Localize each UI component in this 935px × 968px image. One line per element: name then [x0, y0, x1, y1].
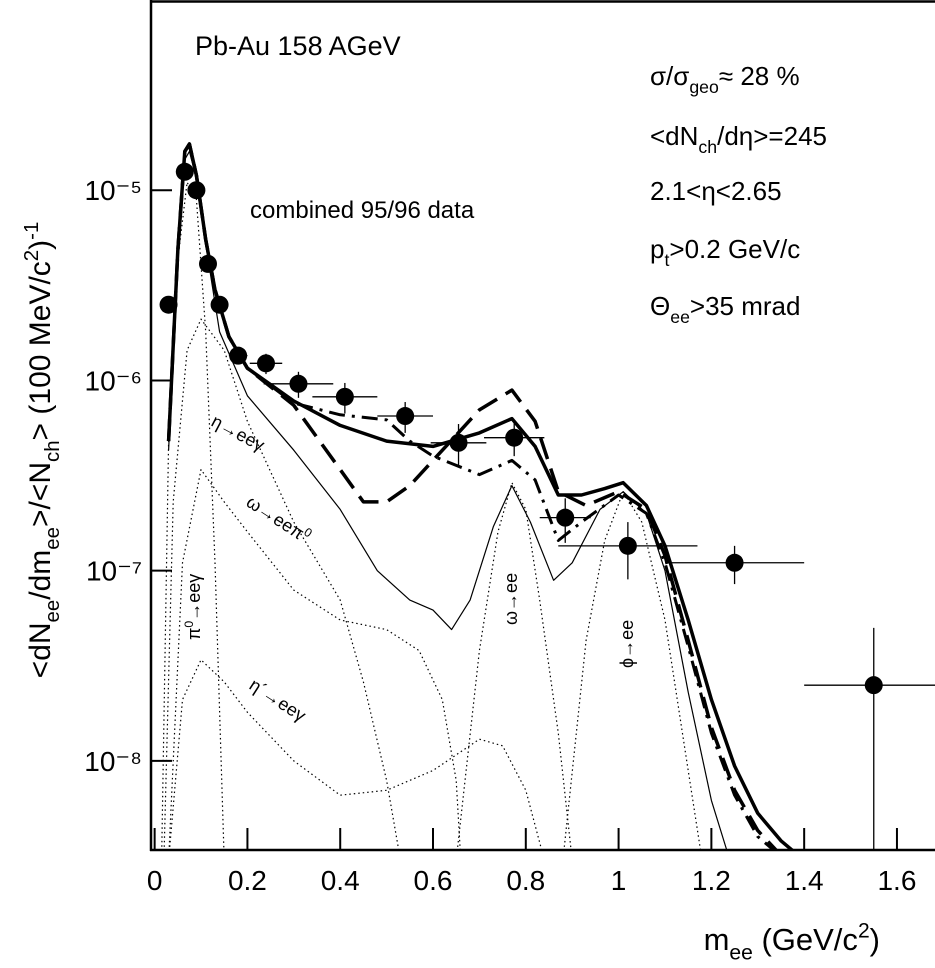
text-part: )	[870, 922, 880, 957]
text-part: (GeV/c	[753, 922, 858, 957]
text-part: geo	[689, 77, 719, 97]
text-part: σ/σ	[650, 61, 689, 91]
curve	[168, 150, 728, 850]
text-part: ϕ→ee	[617, 620, 637, 668]
text-part: /dm	[24, 550, 57, 600]
annotation: ϕ→ee	[617, 620, 637, 668]
text-part: 0	[182, 621, 196, 628]
x-tick-label: 0.4	[321, 865, 360, 896]
x-tick-label: 1	[611, 865, 627, 896]
data-point	[396, 407, 415, 426]
data-point	[289, 374, 308, 393]
text-part: ω→ee	[501, 573, 521, 625]
text-part: > (100 MeV/c	[24, 261, 57, 440]
text-part: >35 mrad	[690, 291, 801, 321]
text-part: η´→eeγ	[246, 675, 310, 726]
x-tick-label: 0.6	[414, 865, 453, 896]
text-part: π	[184, 628, 204, 640]
text-part: combined 95/96 data	[250, 197, 475, 224]
text-part: p	[650, 234, 664, 264]
x-tick-label: 0.2	[228, 865, 267, 896]
text-part: 2.1<η<2.65	[650, 176, 782, 206]
text-part: )	[24, 240, 57, 250]
annotation: Θee>35 mrad	[650, 291, 800, 327]
text-part: t	[664, 250, 669, 270]
y-tick-label: 10⁻⁵	[84, 175, 142, 206]
data-point	[556, 508, 575, 527]
text-part: Θ	[650, 291, 670, 321]
data-point	[198, 254, 217, 273]
text-part: /dη>=245	[717, 121, 827, 151]
annotation: pt>0.2 GeV/c	[650, 234, 800, 270]
text-part: <dN	[650, 121, 698, 151]
text-part: Pb-Au 158 AGeV	[195, 31, 401, 61]
y-tick-label: 10⁻⁸	[84, 746, 142, 777]
text-part: ee	[42, 600, 64, 623]
annotation: π0→eeγ	[182, 574, 204, 640]
text-part: -1	[21, 222, 43, 240]
data-point	[229, 346, 248, 365]
curve	[168, 469, 461, 850]
text-part: >/<N	[24, 462, 57, 527]
x-tick-label: 0.8	[506, 865, 545, 896]
annotation: Pb-Au 158 AGeV	[195, 31, 401, 61]
data-point	[256, 354, 275, 373]
data-point	[187, 181, 206, 200]
text-part: η→eeγ	[208, 411, 268, 455]
text-part: >0.2 GeV/c	[669, 234, 800, 264]
annotation: η´→eeγ	[246, 675, 310, 726]
text-part: ω→eeπ	[243, 492, 308, 544]
text-part: ee	[729, 941, 752, 964]
text-part: ch	[698, 137, 717, 157]
curve	[163, 318, 400, 850]
data-point	[335, 387, 354, 406]
y-tick-label: 10⁻⁷	[86, 556, 142, 587]
x-tick-label: 1.6	[877, 865, 916, 896]
annotation: <dNch/dη>=245	[650, 121, 827, 157]
text-part: 2	[858, 920, 870, 943]
data-point	[725, 553, 744, 572]
text-part: m	[704, 922, 730, 957]
y-axis-label: <dNee/dmee>/<Nch> (100 MeV/c2)-1	[21, 222, 64, 679]
text-part: ≈ 28 %	[719, 61, 800, 91]
text-part: ee	[670, 307, 690, 327]
data-point	[618, 536, 637, 555]
annotation: combined 95/96 data	[250, 197, 475, 224]
data-point	[210, 295, 229, 314]
data-point	[449, 433, 468, 452]
text-part: →eeγ	[184, 574, 204, 621]
x-tick-label: 0	[147, 865, 163, 896]
annotation: ω→ee	[501, 573, 521, 625]
annotation: σ/σgeo≈ 28 %	[650, 61, 800, 97]
x-tick-label: 1.2	[692, 865, 731, 896]
x-axis-label: mee (GeV/c2)	[704, 920, 880, 965]
x-tick-label: 1.4	[785, 865, 824, 896]
curve	[168, 659, 543, 850]
y-tick-label: 10⁻⁶	[85, 365, 142, 396]
data-point	[159, 295, 178, 314]
annotation: η→eeγ	[208, 411, 268, 455]
text-part: 2	[21, 250, 43, 261]
text-part: ee	[42, 527, 64, 550]
plot-area	[159, 142, 935, 850]
annotation: 2.1<η<2.65	[650, 176, 782, 206]
data-point	[175, 162, 194, 181]
text-part: <dN	[24, 622, 57, 678]
data-point	[864, 676, 883, 695]
curve	[563, 491, 702, 850]
text-part: ch	[42, 440, 64, 462]
curve	[456, 482, 572, 850]
data-point	[505, 428, 524, 447]
